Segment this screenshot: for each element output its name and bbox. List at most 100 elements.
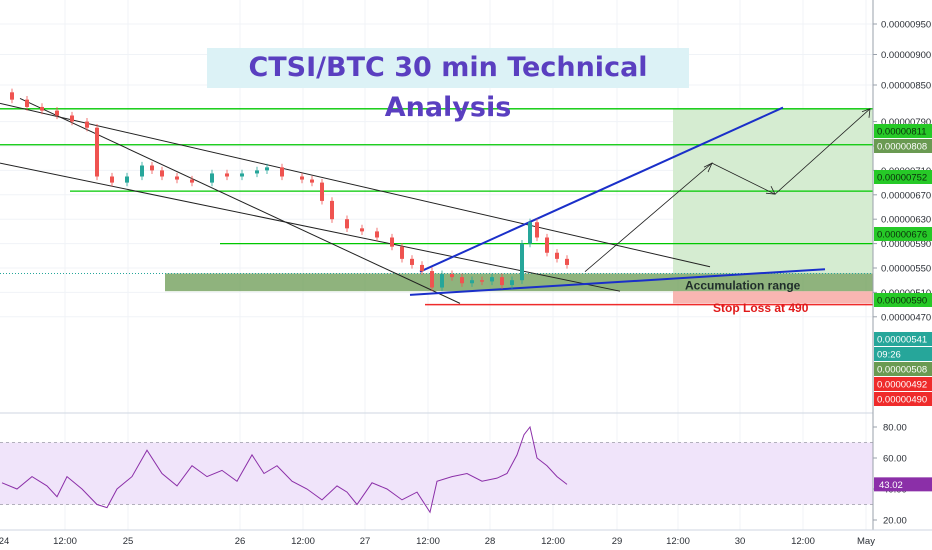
candle (400, 246, 404, 259)
projection-arrow-head (703, 162, 713, 173)
time-tick-label: 28 (485, 536, 496, 547)
projection-arrow-head (765, 186, 776, 195)
candle (300, 176, 304, 180)
price-badge-label: 0.00000811 (877, 127, 927, 138)
price-badge (874, 332, 932, 346)
time-tick-label: 12:00 (291, 536, 315, 547)
price-tick-label: 0.00000630 (881, 215, 931, 226)
price-badge-label: 09:26 (877, 350, 901, 361)
candle (390, 237, 394, 247)
support-trend-line (409, 268, 826, 296)
time-tick-label: 12:00 (791, 536, 815, 547)
price-badge-label: 0.00000508 (877, 365, 927, 376)
candle (410, 258, 414, 265)
candle (440, 274, 444, 288)
time-tick-label: 29 (612, 536, 623, 547)
price-axis-bg (873, 0, 932, 550)
price-tick-label: 0.00000850 (881, 81, 931, 92)
candle (460, 277, 464, 284)
stop-loss-label: Stop Loss at 490 (713, 301, 809, 315)
price-tick-label: 0.00000670 (881, 190, 931, 201)
candle (520, 243, 524, 281)
channel-upper-line (0, 102, 711, 268)
candle (330, 200, 334, 220)
price-tick-label: 0.00000590 (881, 239, 931, 250)
rsi-tick-label: 80.00 (883, 423, 907, 434)
rsi-band (0, 442, 873, 505)
candle (70, 115, 74, 122)
price-badge (874, 124, 932, 138)
rsi-badge (874, 477, 932, 492)
candle (310, 179, 314, 183)
candle (10, 92, 14, 100)
candle (140, 165, 144, 177)
candle (420, 264, 424, 272)
rsi-line (1, 425, 568, 514)
candle (545, 237, 549, 253)
candle (535, 222, 539, 238)
candle (375, 231, 379, 238)
candle (345, 219, 349, 229)
candle (500, 277, 504, 286)
candle (528, 222, 532, 244)
channel-lower-line (0, 162, 621, 292)
candle (150, 165, 154, 171)
price-badge-label: 0.00000808 (877, 142, 927, 153)
rsi-tick-label: 60.00 (883, 454, 907, 465)
price-badge (874, 347, 932, 361)
time-tick-label: 12:00 (541, 536, 565, 547)
price-tick-label: 0.00000550 (881, 264, 931, 275)
price-badge-label: 0.00000676 (877, 230, 927, 241)
candle (190, 179, 194, 183)
candle (85, 121, 89, 128)
candle (210, 173, 214, 183)
time-tick-label: May (857, 536, 875, 547)
candle (360, 228, 364, 232)
candle (110, 176, 114, 183)
candle (430, 271, 434, 288)
time-tick-label: 12:00 (416, 536, 440, 547)
accumulation-label: Accumulation range (685, 279, 801, 293)
price-badge (874, 227, 932, 241)
candle (320, 182, 324, 201)
price-tick-label: 0.00000790 (881, 117, 931, 128)
ascending-trend-line (419, 106, 784, 273)
chart-title: CTSI/BTC 30 min Technical Analysis (248, 52, 648, 123)
candle (490, 277, 494, 282)
candle (555, 252, 559, 259)
price-badge-label: 0.00000590 (877, 296, 927, 307)
time-tick-label: 25 (123, 536, 134, 547)
price-badge (874, 362, 932, 376)
price-tick-label: 0.00000470 (881, 312, 931, 323)
projection-path (584, 108, 871, 272)
candle (40, 106, 44, 111)
candle (470, 280, 474, 284)
candle (280, 167, 284, 177)
candle (125, 176, 129, 183)
price-badge-label: 0.00000752 (877, 173, 927, 184)
candle (95, 127, 99, 177)
candle (450, 274, 454, 278)
price-badge (874, 377, 932, 391)
title-background (207, 48, 689, 88)
price-badge (874, 392, 932, 406)
rsi-tick-label: 20.00 (883, 516, 907, 527)
candle (160, 170, 164, 177)
candle (480, 280, 484, 282)
price-badge (874, 170, 932, 184)
time-tick-label: 27 (360, 536, 371, 547)
candle (240, 173, 244, 177)
candle (510, 280, 514, 286)
candle (55, 110, 59, 116)
rsi-current-label: 43.02 (879, 480, 903, 491)
price-tick-label: 0.00000900 (881, 50, 931, 61)
candle (25, 99, 29, 107)
candle (265, 167, 269, 171)
projection-arrow-head (861, 108, 871, 118)
steep-trend-line (19, 97, 461, 304)
price-tick-label: 0.00000950 (881, 20, 931, 31)
candle (175, 176, 179, 180)
candle (225, 173, 229, 177)
price-badge-label: 0.00000490 (877, 395, 927, 406)
